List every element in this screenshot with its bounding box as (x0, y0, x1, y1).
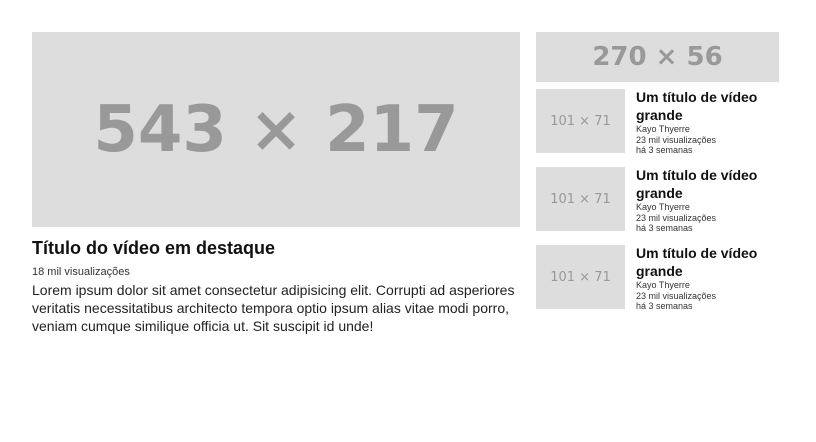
related-video-channel: Kayo Thyerre (636, 202, 690, 212)
related-video-info: Um título de vídeo grande Kayo Thyerre 2… (636, 166, 779, 234)
related-video-title[interactable]: Um título de vídeo grande (636, 245, 758, 279)
related-video-channel: Kayo Thyerre (636, 280, 690, 290)
related-video-item[interactable]: 101 × 71 Um título de vídeo grande Kayo … (536, 244, 779, 316)
related-video-title[interactable]: Um título de vídeo grande (636, 89, 758, 123)
related-video-age: há 3 semanas (636, 145, 693, 155)
related-video-item[interactable]: 101 × 71 Um título de vídeo grande Kayo … (536, 88, 779, 160)
sidebar-banner[interactable]: 270 × 56 (536, 32, 779, 82)
sidebar: 270 × 56 101 × 71 Um título de vídeo gra… (536, 32, 779, 322)
featured-video-thumbnail[interactable]: 543 × 217 (32, 32, 520, 227)
related-video-thumbnail[interactable]: 101 × 71 (536, 89, 625, 153)
related-video-thumbnail[interactable]: 101 × 71 (536, 245, 625, 309)
related-video-age: há 3 semanas (636, 223, 693, 233)
related-video-info: Um título de vídeo grande Kayo Thyerre 2… (636, 244, 779, 312)
related-video-item[interactable]: 101 × 71 Um título de vídeo grande Kayo … (536, 166, 779, 238)
related-video-thumbnail[interactable]: 101 × 71 (536, 167, 625, 231)
related-video-views: 23 mil visualizações (636, 290, 717, 301)
featured-video-views: 18 mil visualizações (32, 266, 130, 278)
related-video-age: há 3 semanas (636, 301, 693, 311)
related-video-info: Um título de vídeo grande Kayo Thyerre 2… (636, 88, 779, 156)
featured-video: 543 × 217 Título do vídeo em destaque 18… (32, 32, 520, 335)
related-video-title[interactable]: Um título de vídeo grande (636, 167, 758, 201)
related-video-views: 23 mil visualizações (636, 212, 717, 223)
featured-video-description: Lorem ipsum dolor sit amet consectetur a… (32, 282, 515, 334)
related-video-views: 23 mil visualizações (636, 134, 717, 145)
related-video-list: 101 × 71 Um título de vídeo grande Kayo … (536, 88, 779, 316)
related-video-channel: Kayo Thyerre (636, 124, 690, 134)
featured-video-title[interactable]: Título do vídeo em destaque (32, 238, 276, 258)
